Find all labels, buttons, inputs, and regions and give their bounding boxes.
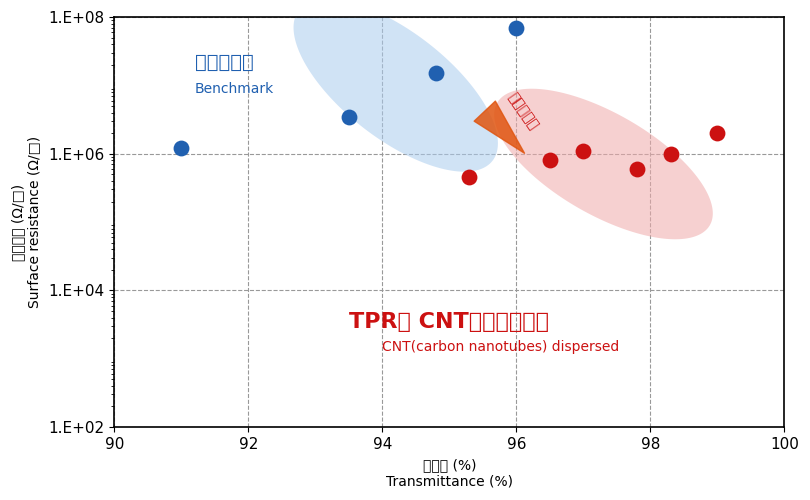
Text: 分散液塗布: 分散液塗布 (505, 90, 541, 132)
Point (343, 112, 356, 120)
Polygon shape (293, 0, 498, 172)
Point (429, 70, 442, 78)
Point (463, 174, 476, 182)
Point (509, 24, 522, 32)
Polygon shape (494, 88, 713, 240)
Point (711, 129, 724, 137)
Point (664, 150, 677, 158)
Point (577, 147, 590, 155)
Text: CNT(carbon nanotubes) dispersed: CNT(carbon nanotubes) dispersed (382, 340, 620, 353)
Text: TPR製 CNT分散液塗布後: TPR製 CNT分散液塗布後 (349, 312, 549, 332)
Point (175, 144, 188, 152)
Point (630, 165, 643, 173)
Text: Benchmark: Benchmark (194, 82, 274, 96)
Text: 他社比較品: 他社比較品 (194, 52, 254, 72)
Point (544, 156, 556, 164)
X-axis label: 透過率 (%)
Transmittance (%): 透過率 (%) Transmittance (%) (386, 458, 513, 489)
Y-axis label: 表面抗抗 (Ω/□)
Surface resistance (Ω/□): 表面抗抗 (Ω/□) Surface resistance (Ω/□) (11, 136, 41, 308)
